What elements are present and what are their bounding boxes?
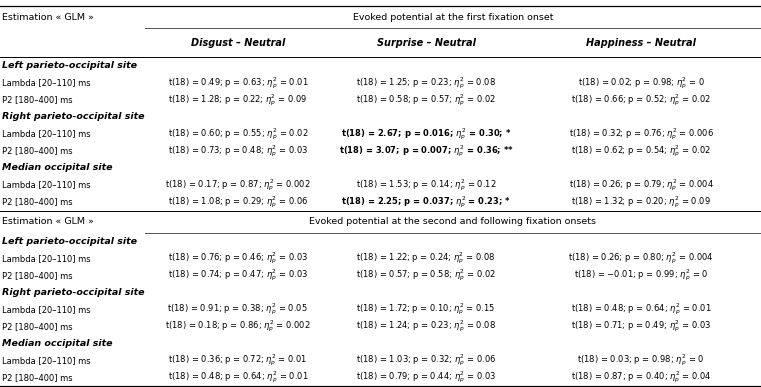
Text: t(18) = 0.76; p = 0.46; $\eta_p^2$ = 0.03: t(18) = 0.76; p = 0.46; $\eta_p^2$ = 0.0… [167, 251, 308, 266]
Text: t(18) = 0.26; p = 0.79; $\eta_p^2$ = 0.004: t(18) = 0.26; p = 0.79; $\eta_p^2$ = 0.0… [568, 177, 714, 193]
Text: t(18) = 0.57; p = 0.58; $\eta_p^2$ = 0.02: t(18) = 0.57; p = 0.58; $\eta_p^2$ = 0.0… [356, 268, 496, 283]
Text: t(18) = −0.01; p = 0.99; $\eta_p^2$ = 0: t(18) = −0.01; p = 0.99; $\eta_p^2$ = 0 [574, 268, 708, 283]
Text: Lambda [20–110] ms: Lambda [20–110] ms [2, 356, 91, 365]
Text: Left parieto-occipital site: Left parieto-occipital site [2, 237, 138, 246]
Text: t(18) = 0.87; p = 0.40; $\eta_p^2$ = 0.04: t(18) = 0.87; p = 0.40; $\eta_p^2$ = 0.0… [571, 370, 712, 385]
Text: t(18) = 0.32; p = 0.76; $\eta_p^2$ = 0.006: t(18) = 0.32; p = 0.76; $\eta_p^2$ = 0.0… [568, 126, 714, 142]
Text: t(18) = 2.67; p = 0.016; $\eta_p^2$ = 0.30; *: t(18) = 2.67; p = 0.016; $\eta_p^2$ = 0.… [341, 126, 511, 142]
Text: Right parieto-occipital site: Right parieto-occipital site [2, 288, 145, 297]
Text: t(18) = 0.18; p = 0.86; $\eta_p^2$ = 0.002: t(18) = 0.18; p = 0.86; $\eta_p^2$ = 0.0… [165, 319, 310, 334]
Text: t(18) = 1.32; p = 0.20; $\eta_p^2$ = 0.09: t(18) = 1.32; p = 0.20; $\eta_p^2$ = 0.0… [572, 194, 711, 210]
Text: t(18) = 1.25; p = 0.23; $\eta_p^2$ = 0.08: t(18) = 1.25; p = 0.23; $\eta_p^2$ = 0.0… [356, 75, 496, 91]
Text: Lambda [20–110] ms: Lambda [20–110] ms [2, 78, 91, 87]
Text: t(18) = 0.26; p = 0.80; $\eta_p^2$ = 0.004: t(18) = 0.26; p = 0.80; $\eta_p^2$ = 0.0… [568, 251, 714, 266]
Text: Right parieto-occipital site: Right parieto-occipital site [2, 112, 145, 122]
Text: t(18) = 0.36; p = 0.72; $\eta_p^2$ = 0.01: t(18) = 0.36; p = 0.72; $\eta_p^2$ = 0.0… [168, 353, 307, 368]
Text: t(18) = 1.53; p = 0.14; $\eta_p^2$ = 0.12: t(18) = 1.53; p = 0.14; $\eta_p^2$ = 0.1… [356, 177, 496, 193]
Text: t(18) = 0.48; p = 0.64; $\eta_p^2$ = 0.01: t(18) = 0.48; p = 0.64; $\eta_p^2$ = 0.0… [571, 302, 712, 317]
Text: Evoked potential at the first fixation onset: Evoked potential at the first fixation o… [352, 12, 553, 22]
Text: Left parieto-occipital site: Left parieto-occipital site [2, 61, 138, 70]
Text: t(18) = 0.58; p = 0.57; $\eta_p^2$ = 0.02: t(18) = 0.58; p = 0.57; $\eta_p^2$ = 0.0… [356, 92, 496, 108]
Text: t(18) = 0.79; p = 0.44; $\eta_p^2$ = 0.03: t(18) = 0.79; p = 0.44; $\eta_p^2$ = 0.0… [356, 370, 496, 385]
Text: t(18) = 1.22; p = 0.24; $\eta_p^2$ = 0.08: t(18) = 1.22; p = 0.24; $\eta_p^2$ = 0.0… [356, 251, 496, 266]
Text: Lambda [20–110] ms: Lambda [20–110] ms [2, 180, 91, 190]
Text: t(18) = 1.08; p = 0.29; $\eta_p^2$ = 0.06: t(18) = 1.08; p = 0.29; $\eta_p^2$ = 0.0… [167, 194, 308, 210]
Text: t(18) = 0.73; p = 0.48; $\eta_p^2$ = 0.03: t(18) = 0.73; p = 0.48; $\eta_p^2$ = 0.0… [167, 143, 308, 159]
Text: Lambda [20–110] ms: Lambda [20–110] ms [2, 129, 91, 139]
Text: t(18) = 0.66; p = 0.52; $\eta_p^2$ = 0.02: t(18) = 0.66; p = 0.52; $\eta_p^2$ = 0.0… [571, 92, 712, 108]
Text: t(18) = 0.60; p = 0.55; $\eta_p^2$ = 0.02: t(18) = 0.60; p = 0.55; $\eta_p^2$ = 0.0… [167, 126, 308, 142]
Text: t(18) = 0.49; p = 0.63; $\eta_p^2$ = 0.01: t(18) = 0.49; p = 0.63; $\eta_p^2$ = 0.0… [167, 75, 308, 91]
Text: t(18) = 1.28; p = 0.22; $\eta_p^2$ = 0.09: t(18) = 1.28; p = 0.22; $\eta_p^2$ = 0.0… [168, 92, 307, 108]
Text: P2 [180–400] ms: P2 [180–400] ms [2, 146, 73, 156]
Text: t(18) = 1.72; p = 0.10; $\eta_p^2$ = 0.15: t(18) = 1.72; p = 0.10; $\eta_p^2$ = 0.1… [356, 302, 496, 317]
Text: t(18) = 0.74; p = 0.47; $\eta_p^2$ = 0.03: t(18) = 0.74; p = 0.47; $\eta_p^2$ = 0.0… [167, 268, 308, 283]
Text: Surprise – Neutral: Surprise – Neutral [377, 38, 476, 48]
Text: t(18) = 0.17; p = 0.87; $\eta_p^2$ = 0.002: t(18) = 0.17; p = 0.87; $\eta_p^2$ = 0.0… [165, 177, 310, 193]
Text: t(18) = 0.91; p = 0.38; $\eta_p^2$ = 0.05: t(18) = 0.91; p = 0.38; $\eta_p^2$ = 0.0… [167, 302, 308, 317]
Text: P2 [180–400] ms: P2 [180–400] ms [2, 95, 73, 104]
Text: t(18) = 0.71; p = 0.49; $\eta_p^2$ = 0.03: t(18) = 0.71; p = 0.49; $\eta_p^2$ = 0.0… [571, 319, 712, 334]
Text: Lambda [20–110] ms: Lambda [20–110] ms [2, 254, 91, 263]
Text: t(18) = 0.02; p = 0.98; $\eta_p^2$ = 0: t(18) = 0.02; p = 0.98; $\eta_p^2$ = 0 [578, 75, 705, 91]
Text: Disgust – Neutral: Disgust – Neutral [190, 38, 285, 48]
Text: Median occipital site: Median occipital site [2, 339, 113, 348]
Text: Happiness – Neutral: Happiness – Neutral [586, 38, 696, 48]
Text: P2 [180–400] ms: P2 [180–400] ms [2, 197, 73, 207]
Text: t(18) = 1.03; p = 0.32; $\eta_p^2$ = 0.06: t(18) = 1.03; p = 0.32; $\eta_p^2$ = 0.0… [356, 353, 496, 368]
Text: t(18) = 0.62; p = 0.54; $\eta_p^2$ = 0.02: t(18) = 0.62; p = 0.54; $\eta_p^2$ = 0.0… [571, 143, 712, 159]
Text: P2 [180–400] ms: P2 [180–400] ms [2, 271, 73, 280]
Text: Median occipital site: Median occipital site [2, 163, 113, 173]
Text: Evoked potential at the second and following fixation onsets: Evoked potential at the second and follo… [309, 217, 597, 226]
Text: Estimation « GLM »: Estimation « GLM » [2, 217, 94, 226]
Text: P2 [180–400] ms: P2 [180–400] ms [2, 373, 73, 382]
Text: t(18) = 2.25; p = 0.037; $\eta_p^2$ = 0.23; *: t(18) = 2.25; p = 0.037; $\eta_p^2$ = 0.… [341, 194, 511, 210]
Text: t(18) = 0.48; p = 0.64; $\eta_p^2$ = 0.01: t(18) = 0.48; p = 0.64; $\eta_p^2$ = 0.0… [167, 370, 308, 385]
Text: P2 [180–400] ms: P2 [180–400] ms [2, 322, 73, 331]
Text: t(18) = 1.24; p = 0.23; $\eta_p^2$ = 0.08: t(18) = 1.24; p = 0.23; $\eta_p^2$ = 0.0… [356, 319, 496, 334]
Text: t(18) = 0.03; p = 0.98; $\eta_p^2$ = 0: t(18) = 0.03; p = 0.98; $\eta_p^2$ = 0 [578, 353, 705, 368]
Text: Lambda [20–110] ms: Lambda [20–110] ms [2, 305, 91, 314]
Text: t(18) = 3.07; p = 0.007; $\eta_p^2$ = 0.36; **: t(18) = 3.07; p = 0.007; $\eta_p^2$ = 0.… [339, 143, 514, 159]
Text: Estimation « GLM »: Estimation « GLM » [2, 12, 94, 22]
